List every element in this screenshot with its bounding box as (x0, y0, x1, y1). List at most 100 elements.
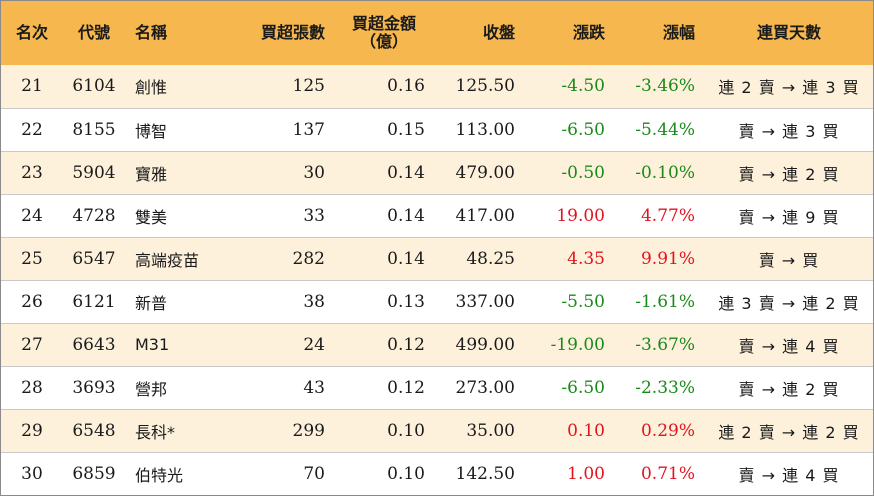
cell-change: 0.10 (567, 420, 605, 441)
cell-name: 寶雅 (135, 164, 168, 184)
cell-amount: 0.14 (387, 205, 425, 226)
cell-rank: 22 (21, 119, 43, 140)
cell-rank: 30 (21, 463, 43, 484)
cell-name: 高端疫苗 (135, 250, 200, 270)
cell-code: 5904 (72, 162, 116, 183)
table-row: 21 6104 創惟 125 0.16 125.50 -4.50 -3.46% 連 2 賣 → … (1, 65, 873, 108)
cell-code: 6859 (72, 463, 116, 484)
cell-pct: 0.29% (640, 420, 695, 441)
header-days: 連買天數 (756, 23, 821, 42)
cell-name: M31 (135, 335, 170, 354)
cell-pct: -3.46% (635, 76, 695, 97)
cell-days: 賣 → 連 3 買 (738, 121, 840, 141)
table-row: 30 6859 伯特光 70 0.10 142.50 1.00 0.71% 賣 → 連 4 買 (1, 452, 873, 495)
cell-name: 新普 (135, 293, 168, 313)
cell-lots: 30 (303, 162, 325, 183)
cell-amount: 0.14 (387, 248, 425, 269)
header-amount-line1: 買超金額 (351, 14, 416, 33)
cell-days: 連 2 賣 → 連 3 買 (718, 78, 860, 98)
header-code: 代號 (77, 23, 110, 42)
cell-amount: 0.12 (387, 334, 425, 355)
table-row: 28 3693 營邦 43 0.12 273.00 -6.50 -2.33% 賣 → 連 2 買 (1, 366, 873, 409)
cell-change: -5.50 (561, 291, 605, 312)
cell-close: 125.50 (455, 76, 515, 97)
cell-code: 6548 (72, 420, 116, 441)
cell-amount: 0.15 (387, 119, 425, 140)
cell-lots: 282 (292, 248, 325, 269)
cell-pct: 0.71% (640, 463, 695, 484)
cell-lots: 24 (303, 334, 325, 355)
table-row: 29 6548 長科* 299 0.10 35.00 0.10 0.29% 連 2 賣 → 連 … (1, 409, 873, 452)
cell-amount: 0.13 (387, 291, 425, 312)
cell-pct: 9.91% (640, 248, 695, 269)
cell-pct: -2.33% (635, 377, 695, 398)
cell-code: 3693 (72, 377, 116, 398)
cell-days: 賣 → 連 4 買 (738, 465, 840, 485)
cell-pct: 4.77% (640, 205, 695, 226)
cell-name: 伯特光 (135, 465, 184, 485)
cell-amount: 0.10 (387, 463, 425, 484)
cell-pct: -0.10% (635, 162, 695, 183)
cell-pct: -3.67% (635, 334, 695, 355)
cell-pct: -5.44% (635, 119, 695, 140)
cell-change: 19.00 (556, 205, 605, 226)
cell-code: 6547 (72, 248, 116, 269)
cell-close: 273.00 (455, 377, 515, 398)
cell-rank: 21 (21, 76, 43, 97)
cell-change: -0.50 (561, 162, 605, 183)
cell-close: 142.50 (455, 463, 515, 484)
cell-pct: -1.61% (635, 291, 695, 312)
cell-close: 417.00 (455, 205, 515, 226)
table-header-row: 名次 代號 名稱 買超張數 買超金額 （億） 收盤 漲跌 漲幅 連買天數 (1, 1, 873, 65)
cell-lots: 38 (303, 291, 325, 312)
cell-name: 雙美 (135, 207, 168, 227)
cell-name: 創惟 (135, 78, 168, 98)
cell-code: 6104 (72, 76, 116, 97)
cell-amount: 0.12 (387, 377, 425, 398)
cell-name: 營邦 (135, 379, 168, 399)
cell-code: 6643 (72, 334, 116, 355)
table-body: 21 6104 創惟 125 0.16 125.50 -4.50 -3.46% 連 2 賣 → … (1, 65, 873, 495)
cell-amount: 0.10 (387, 420, 425, 441)
cell-code: 6121 (72, 291, 116, 312)
cell-change: -6.50 (561, 377, 605, 398)
cell-days: 賣 → 連 2 買 (738, 379, 840, 399)
cell-lots: 137 (292, 119, 325, 140)
table-row: 23 5904 寶雅 30 0.14 479.00 -0.50 -0.10% 賣 → 連 2 買 (1, 151, 873, 194)
cell-close: 113.00 (455, 119, 515, 140)
table-row: 26 6121 新普 38 0.13 337.00 -5.50 -1.61% 連 3 賣 → 連… (1, 280, 873, 323)
cell-lots: 125 (292, 76, 325, 97)
cell-rank: 25 (21, 248, 43, 269)
cell-change: -6.50 (561, 119, 605, 140)
cell-close: 479.00 (455, 162, 515, 183)
header-amount-line2: （億） (359, 32, 408, 51)
cell-days: 連 2 賣 → 連 2 買 (718, 422, 860, 442)
table-row: 22 8155 博智 137 0.15 113.00 -6.50 -5.44% 賣 → 連 3 … (1, 108, 873, 151)
cell-amount: 0.14 (387, 162, 425, 183)
cell-days: 賣 → 連 9 買 (738, 207, 840, 227)
cell-days: 賣 → 連 4 買 (738, 336, 840, 356)
header-name: 名稱 (135, 23, 168, 42)
cell-code: 8155 (72, 119, 116, 140)
header-pct: 漲幅 (662, 23, 695, 42)
table-row: 25 6547 高端疫苗 282 0.14 48.25 4.35 9.91% 賣 → 買 (1, 237, 873, 280)
cell-rank: 29 (21, 420, 43, 441)
cell-change: 4.35 (567, 248, 605, 269)
cell-change: -19.00 (550, 334, 605, 355)
cell-name: 長科* (135, 422, 176, 442)
header-rank: 名次 (15, 23, 48, 42)
cell-rank: 24 (21, 205, 43, 226)
cell-lots: 33 (303, 205, 325, 226)
cell-rank: 26 (21, 291, 43, 312)
cell-change: 1.00 (567, 463, 605, 484)
header-close: 收盤 (482, 23, 515, 42)
cell-days: 賣 → 買 (758, 250, 820, 270)
cell-rank: 23 (21, 162, 43, 183)
table-row: 27 6643 M31 24 0.12 499.00 -19.00 -3.67% 賣 → 連 4… (1, 323, 873, 366)
cell-close: 337.00 (455, 291, 515, 312)
header-amount: 買超金額 （億） (335, 1, 435, 65)
cell-lots: 43 (303, 377, 325, 398)
cell-name: 博智 (135, 121, 168, 141)
cell-days: 賣 → 連 2 買 (738, 164, 840, 184)
